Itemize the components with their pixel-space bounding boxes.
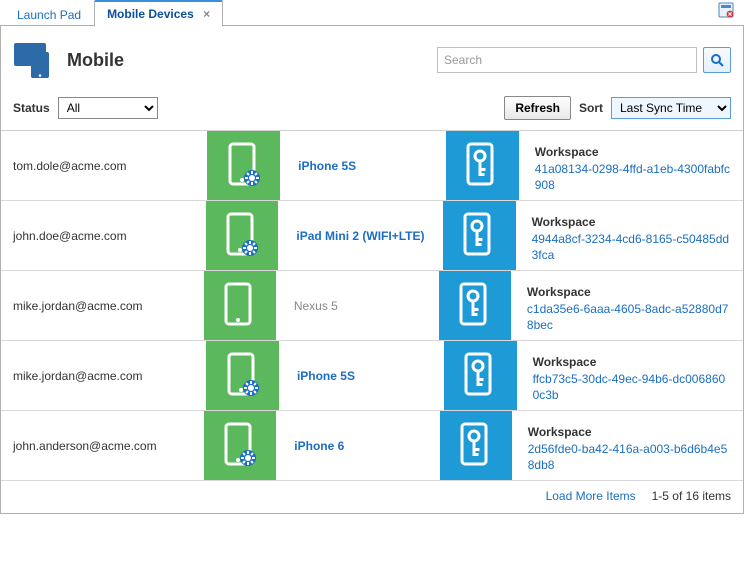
device-icon-cell bbox=[204, 271, 276, 340]
workspace-key-icon bbox=[457, 212, 501, 260]
workspace-key-icon bbox=[454, 422, 498, 470]
workspace-id-link[interactable]: 41a08134-0298-4ffd-a1eb-4300fabfc908 bbox=[535, 161, 731, 193]
load-more-link[interactable]: Load More Items bbox=[546, 489, 636, 503]
workspace-cell: Workspace 41a08134-0298-4ffd-a1eb-4300fab… bbox=[519, 131, 743, 200]
sort-label: Sort bbox=[579, 101, 603, 115]
workspace-cell: Workspace c1da35e6-6aaa-4605-8adc-a52880d… bbox=[511, 271, 743, 340]
workspace-cell: Workspace 4944a8cf-3234-4cd6-8165-c50485d… bbox=[516, 201, 743, 270]
workspace-id-link[interactable]: ffcb73c5-30dc-49ec-94b6-dc0068600c3b bbox=[533, 371, 731, 403]
device-name[interactable]: iPhone 5S bbox=[280, 131, 446, 200]
device-icon-cell bbox=[206, 341, 279, 410]
tab-label: Launch Pad bbox=[17, 8, 81, 22]
list-footer: Load More Items 1-5 of 16 items bbox=[1, 481, 743, 513]
table-row: mike.jordan@acme.com iPhone 5S Workspace ff… bbox=[1, 341, 743, 411]
device-name[interactable]: iPhone 6 bbox=[276, 411, 440, 480]
search-button[interactable] bbox=[703, 47, 731, 73]
status-label: Status bbox=[13, 101, 50, 115]
tab-mobile-devices[interactable]: Mobile Devices × bbox=[94, 0, 223, 27]
device-name[interactable]: iPhone 5S bbox=[279, 341, 444, 410]
user-email: mike.jordan@acme.com bbox=[1, 341, 206, 410]
workspace-icon-cell bbox=[440, 411, 512, 480]
tab-label: Mobile Devices bbox=[107, 7, 194, 21]
table-row: john.anderson@acme.com iPhone 6 Workspace 2… bbox=[1, 411, 743, 481]
user-email: john.anderson@acme.com bbox=[1, 411, 204, 480]
table-row: mike.jordan@acme.com Nexus 5 Workspace c1da… bbox=[1, 271, 743, 341]
workspace-key-icon bbox=[453, 282, 497, 330]
search-icon bbox=[710, 53, 724, 67]
filter-bar: Status All Refresh Sort Last Sync Time bbox=[1, 90, 743, 131]
workspace-id-link[interactable]: 4944a8cf-3234-4cd6-8165-c50485dd3fca bbox=[532, 231, 731, 263]
search-input[interactable] bbox=[437, 47, 697, 73]
table-row: tom.dole@acme.com iPhone 5S Workspace 41a08… bbox=[1, 131, 743, 201]
workspace-label: Workspace bbox=[527, 285, 731, 299]
device-phone-icon bbox=[220, 212, 264, 260]
workspace-icon-cell bbox=[446, 131, 519, 200]
workspace-key-icon bbox=[458, 352, 502, 400]
workspace-id-link[interactable]: c1da35e6-6aaa-4605-8adc-a52880d78bec bbox=[527, 301, 731, 333]
content-panel: Mobile Status All Refresh Sort Last Sync… bbox=[0, 26, 744, 514]
device-phone-icon bbox=[221, 352, 265, 400]
workspace-label: Workspace bbox=[532, 215, 731, 229]
device-name[interactable]: iPad Mini 2 (WIFI+LTE) bbox=[278, 201, 443, 270]
user-email: tom.dole@acme.com bbox=[1, 131, 207, 200]
tabs: Launch Pad Mobile Devices × bbox=[0, 0, 744, 26]
table-row: john.doe@acme.com iPad Mini 2 (WIFI+LTE) W… bbox=[1, 201, 743, 271]
close-icon[interactable]: × bbox=[203, 7, 210, 21]
workspace-key-icon bbox=[460, 142, 504, 190]
workspace-id-link[interactable]: 2d56fde0-ba42-416a-a003-b6d6b4e58db8 bbox=[528, 441, 731, 473]
workspace-cell: Workspace 2d56fde0-ba42-416a-a003-b6d6b4e… bbox=[512, 411, 743, 480]
device-phone-icon bbox=[222, 142, 266, 190]
workspace-label: Workspace bbox=[533, 355, 731, 369]
workspace-icon-cell bbox=[444, 341, 517, 410]
workspace-label: Workspace bbox=[528, 425, 731, 439]
page-action-icon[interactable] bbox=[718, 2, 734, 18]
item-count: 1-5 of 16 items bbox=[652, 489, 731, 503]
status-select[interactable]: All bbox=[58, 97, 158, 119]
device-list: tom.dole@acme.com iPhone 5S Workspace 41a08… bbox=[1, 131, 743, 481]
device-icon-cell bbox=[204, 411, 276, 480]
workspace-icon-cell bbox=[439, 271, 511, 340]
refresh-button[interactable]: Refresh bbox=[504, 96, 571, 120]
search bbox=[437, 47, 731, 73]
tab-launch-pad[interactable]: Launch Pad bbox=[4, 2, 94, 27]
device-icon-cell bbox=[207, 131, 280, 200]
header: Mobile bbox=[1, 26, 743, 90]
workspace-icon-cell bbox=[443, 201, 515, 270]
workspace-label: Workspace bbox=[535, 145, 731, 159]
user-email: mike.jordan@acme.com bbox=[1, 271, 204, 340]
device-phone-icon bbox=[218, 282, 262, 330]
mobile-devices-icon bbox=[13, 40, 57, 80]
user-email: john.doe@acme.com bbox=[1, 201, 206, 270]
device-phone-icon bbox=[218, 422, 262, 470]
device-icon-cell bbox=[206, 201, 278, 270]
workspace-cell: Workspace ffcb73c5-30dc-49ec-94b6-dc00686… bbox=[517, 341, 743, 410]
page-title: Mobile bbox=[67, 50, 124, 71]
sort-select[interactable]: Last Sync Time bbox=[611, 97, 731, 119]
device-name: Nexus 5 bbox=[276, 271, 439, 340]
